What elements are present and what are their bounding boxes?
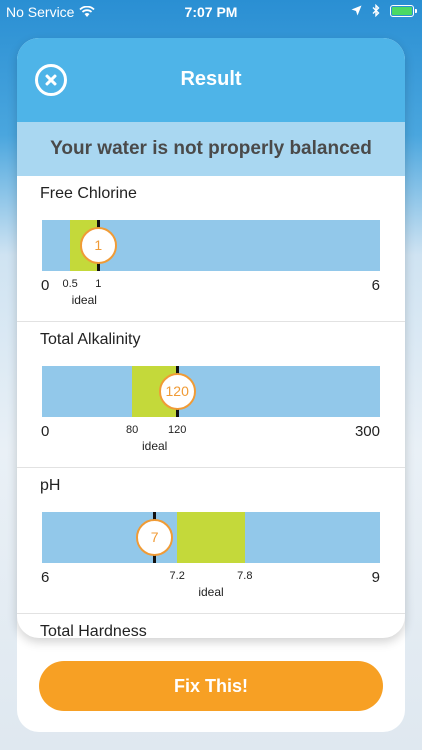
- range-min-label: 6: [41, 569, 50, 586]
- ideal-caption: ideal: [141, 439, 168, 453]
- battery-icon: [390, 4, 417, 17]
- range-min-label: 0: [41, 277, 50, 294]
- ideal-caption: ideal: [198, 585, 224, 599]
- fix-this-button[interactable]: Fix This!: [39, 661, 383, 711]
- status-left: No Service: [6, 4, 96, 20]
- metrics-list: Free Chlorine 1 0 6 0.5 1 ideal Total Alkalinit…: [17, 176, 405, 614]
- status-right: [351, 4, 417, 17]
- range-max-label: 300: [354, 423, 380, 440]
- range-min-label: 0: [41, 423, 50, 440]
- range-bar: 1: [42, 220, 380, 271]
- range-max-label: 6: [371, 277, 380, 294]
- status-bar: No Service 7:07 PM: [0, 0, 422, 24]
- modal-header: Result: [17, 38, 405, 122]
- ideal-low-label: 7.2: [169, 570, 185, 582]
- metric-name: Total Alkalinity: [40, 331, 141, 348]
- status-time: 7:07 PM: [184, 4, 238, 20]
- ideal-high-label: 7.8: [237, 570, 253, 582]
- result-modal: Result Your water is not properly balanc…: [17, 38, 405, 638]
- wifi-icon: [79, 6, 96, 17]
- metric-name: pH: [40, 477, 61, 494]
- metric-row: Total Alkalinity 120 0 300 80 120 ideal: [17, 322, 405, 468]
- metric-row: pH 7 6 9 7.2 7.8 ideal: [17, 468, 405, 614]
- value-marker: 120: [158, 373, 196, 410]
- carrier-label: No Service: [6, 4, 75, 20]
- metric-total-hardness: Total Hardness: [17, 614, 405, 638]
- close-icon[interactable]: [35, 64, 67, 96]
- range-bar: 7: [42, 512, 380, 563]
- balance-status-banner: Your water is not properly balanced: [17, 122, 405, 176]
- range-bar: 120: [42, 366, 380, 417]
- location-arrow-icon: [351, 5, 362, 16]
- ideal-low-label: 0.5: [62, 278, 78, 290]
- ideal-high-label: 120: [168, 424, 187, 436]
- ideal-high-label: 1: [95, 278, 102, 290]
- metric-row: Free Chlorine 1 0 6 0.5 1 ideal: [17, 176, 405, 322]
- value-marker: 1: [79, 227, 117, 264]
- metric-name: Free Chlorine: [40, 185, 137, 202]
- ideal-low-label: 80: [126, 424, 139, 436]
- bluetooth-icon: [372, 4, 380, 17]
- range-max-label: 9: [371, 569, 380, 586]
- metric-name: Total Hardness: [40, 623, 147, 638]
- value-marker: 7: [136, 519, 174, 556]
- ideal-caption: ideal: [71, 293, 97, 307]
- modal-title: Result: [180, 68, 242, 90]
- ideal-range-zone: [177, 512, 245, 563]
